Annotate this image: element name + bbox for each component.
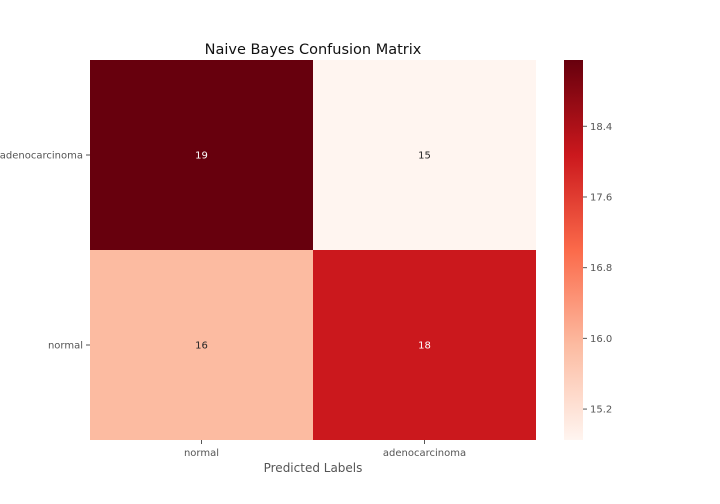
- colorbar-tick-label: 16.8: [590, 263, 612, 274]
- x-axis-label: Predicted Labels: [264, 461, 363, 475]
- cell-value-label: 19: [195, 151, 208, 162]
- heatmap-cell: [313, 250, 536, 440]
- x-tick-label: adenocarcinoma: [383, 448, 466, 459]
- colorbar-tick-label: 18.4: [590, 122, 612, 133]
- cell-value-label: 15: [418, 151, 431, 162]
- heatmap-cell: [90, 60, 313, 250]
- colorbar-tick-label: 15.2: [590, 405, 612, 416]
- cell-value-label: 18: [418, 341, 431, 352]
- colorbar: [564, 60, 583, 440]
- y-tick-label: normal: [48, 341, 83, 352]
- heatmap-cell: [90, 250, 313, 440]
- x-axis-ticks: normal adenocarcinoma: [184, 440, 466, 459]
- heatmap-cells: 19 15 16 18: [90, 60, 536, 440]
- colorbar-tick-label: 16.0: [590, 334, 612, 345]
- chart-title: Naive Bayes Confusion Matrix: [205, 42, 422, 58]
- y-axis-ticks: adenocarcinoma normal: [0, 151, 90, 352]
- colorbar-tick-label: 17.6: [590, 192, 612, 203]
- colorbar-ticks: 15.2 16.0 16.8 17.6 18.4: [583, 122, 612, 416]
- heatmap-cell: [313, 60, 536, 250]
- y-tick-label: adenocarcinoma: [0, 151, 83, 162]
- x-tick-label: normal: [184, 448, 219, 459]
- cell-value-label: 16: [195, 341, 208, 352]
